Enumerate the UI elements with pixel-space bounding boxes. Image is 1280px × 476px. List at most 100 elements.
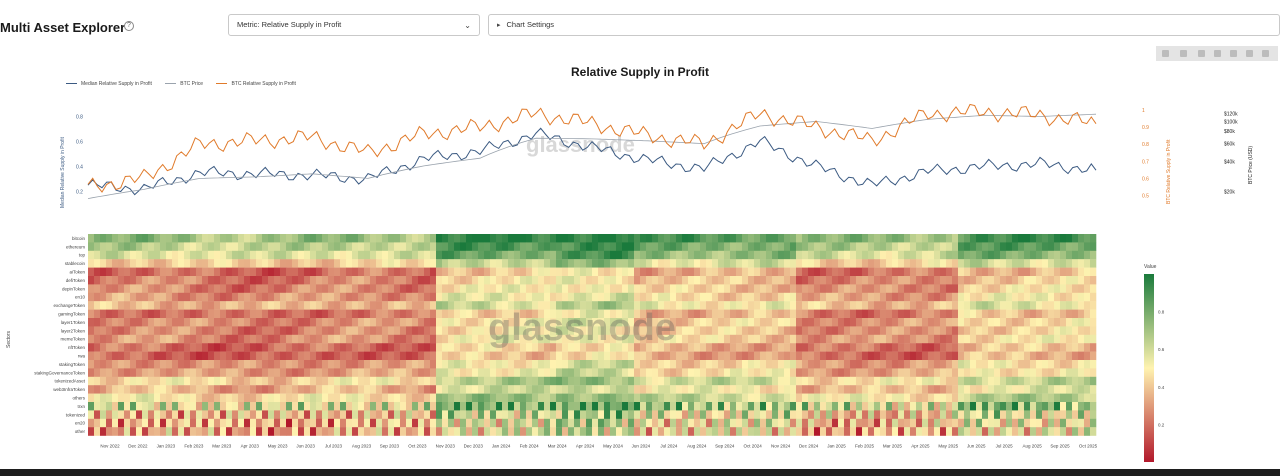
- heatmap-cell: [844, 427, 851, 436]
- heatmap-cell: [598, 376, 605, 386]
- heatmap-cell: [532, 242, 539, 251]
- heatmap-cell: [1048, 410, 1055, 419]
- heatmap-cell: [1078, 360, 1085, 369]
- heatmap-cell: [274, 410, 281, 419]
- heatmap-cell: [538, 250, 545, 260]
- help-icon[interactable]: ?: [124, 21, 134, 31]
- zoom-in-icon[interactable]: [1214, 50, 1221, 57]
- heatmap-cell: [562, 393, 569, 403]
- legend-item-btc-rsip[interactable]: BTC Relative Supply in Profit: [216, 81, 296, 87]
- heatmap-cell: [118, 284, 125, 293]
- zoom-out-icon[interactable]: [1230, 50, 1237, 57]
- heatmap-cell: [496, 418, 503, 428]
- heatmap-cell: [118, 402, 125, 411]
- heatmap-cell: [616, 368, 623, 377]
- heatmap-cell: [784, 410, 791, 419]
- autoscale-icon[interactable]: [1246, 50, 1253, 57]
- heatmap-cell: [808, 343, 815, 352]
- heatmap-cell: [418, 267, 425, 277]
- heatmap-cell: [790, 418, 797, 428]
- heatmap-cell: [100, 351, 107, 361]
- heatmap-cell: [100, 242, 107, 251]
- heatmap-cell: [526, 393, 533, 403]
- heatmap-cell: [1090, 318, 1097, 327]
- heatmap-cell: [430, 393, 437, 403]
- heatmap-cell: [448, 284, 455, 293]
- heatmap-cell: [364, 301, 371, 310]
- reset-axes-icon[interactable]: [1262, 50, 1269, 57]
- heatmap-cell: [412, 250, 419, 260]
- heatmap-cell: [538, 309, 545, 319]
- heatmap-cell: [790, 242, 797, 251]
- heatmap-cell: [178, 360, 185, 369]
- heatmap-cell: [1000, 309, 1007, 319]
- heatmap-cell: [106, 301, 113, 310]
- camera-icon[interactable]: [1162, 50, 1169, 57]
- metric-select[interactable]: Metric: Relative Supply in Profit ⌄: [228, 14, 480, 36]
- heatmap-cell: [328, 393, 335, 403]
- heatmap-cell: [838, 402, 845, 411]
- heatmap-cell: [940, 385, 947, 394]
- heatmap-cell: [676, 410, 683, 419]
- heatmap-cell: [472, 284, 479, 293]
- legend-item-btc-price[interactable]: BTC Price: [165, 81, 203, 87]
- heatmap-cell: [712, 393, 719, 403]
- heatmap-cell: [142, 301, 149, 310]
- heatmap-cell: [472, 410, 479, 419]
- heatmap-cell: [502, 318, 509, 327]
- legend-item-median[interactable]: Median Relative Supply in Profit: [66, 81, 152, 87]
- heatmap-cell: [358, 242, 365, 251]
- heatmap-cell: [1030, 360, 1037, 369]
- heatmap-cell: [400, 393, 407, 403]
- heatmap-cell: [1078, 393, 1085, 403]
- heatmap-cell: [832, 326, 839, 335]
- heatmap-cell: [916, 276, 923, 285]
- heatmap-cell: [304, 242, 311, 251]
- heatmap-cell: [292, 418, 299, 428]
- heatmap-cell: [1012, 376, 1019, 386]
- heatmap-cell: [130, 393, 137, 403]
- heatmap-cell: [850, 276, 857, 285]
- heatmap-cell: [508, 309, 515, 319]
- heatmap-cell: [184, 410, 191, 419]
- heatmap-cell: [178, 334, 185, 344]
- heatmap-cell: [568, 376, 575, 386]
- heatmap-cell: [184, 276, 191, 285]
- heatmap-cell: [754, 334, 761, 344]
- heatmap-cell: [820, 326, 827, 335]
- heatmap-cell: [310, 368, 317, 377]
- heatmap-cell: [916, 326, 923, 335]
- heatmap-cell: [988, 368, 995, 377]
- heatmap-cell: [1078, 267, 1085, 277]
- legend-swatch: [216, 82, 228, 85]
- heatmap-cell: [394, 267, 401, 277]
- zoom-icon[interactable]: [1180, 50, 1187, 57]
- heatmap-cell: [724, 250, 731, 260]
- heatmap-cell: [862, 242, 869, 251]
- heatmap-cell: [928, 242, 935, 251]
- heatmap-cell: [298, 284, 305, 293]
- chart-settings-toggle[interactable]: ▸ Chart Settings: [488, 14, 1280, 36]
- heatmap-cell: [1090, 368, 1097, 377]
- heatmap-cell: [706, 309, 713, 319]
- heatmap-cell: [832, 376, 839, 386]
- heatmap-cell: [754, 242, 761, 251]
- heatmap-cell: [826, 343, 833, 352]
- heatmap-cell: [244, 250, 251, 260]
- heatmap-cell: [988, 318, 995, 327]
- heatmap-cell: [436, 234, 443, 243]
- heatmap-cell: [706, 402, 713, 411]
- heatmap-cell: [340, 267, 347, 277]
- heatmap-cell: [1006, 301, 1013, 310]
- heatmap-cell: [490, 276, 497, 285]
- heatmap-cell: [772, 393, 779, 403]
- heatmap-cell: [334, 418, 341, 428]
- heatmap-cell: [136, 418, 143, 428]
- legend-swatch: [165, 82, 177, 85]
- heatmap-cell: [268, 343, 275, 352]
- heatmap-cell: [1090, 234, 1097, 243]
- heatmap-cell: [334, 284, 341, 293]
- heatmap-cell: [694, 292, 701, 302]
- heatmap-cell: [820, 385, 827, 394]
- pan-icon[interactable]: [1198, 50, 1205, 57]
